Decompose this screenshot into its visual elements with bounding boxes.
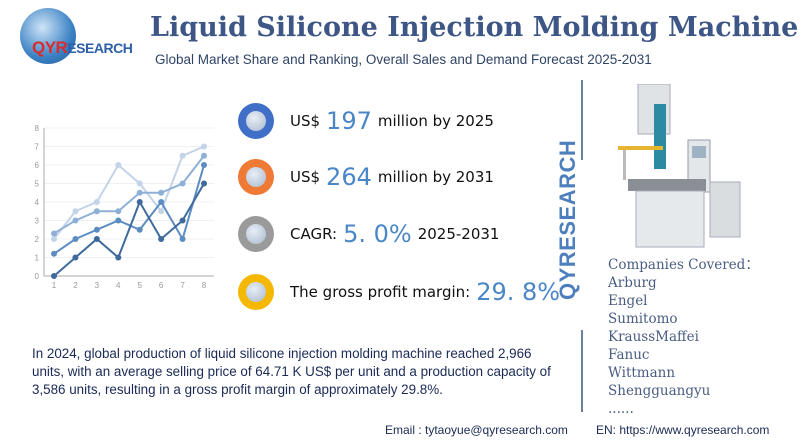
x-tick-label: 1	[52, 281, 57, 290]
data-point	[201, 143, 207, 150]
data-point	[51, 230, 57, 237]
series-line-1	[53, 145, 205, 240]
qyr-globe-icon	[238, 159, 274, 195]
data-point	[179, 217, 186, 224]
data-point	[115, 217, 122, 224]
stat-prefix: US$	[290, 168, 321, 186]
company-item: Shengguangyu	[608, 383, 711, 399]
data-point	[72, 217, 79, 224]
company-item: Fanuc	[608, 347, 650, 363]
data-point	[158, 199, 165, 205]
y-tick-label: 5	[35, 180, 40, 189]
data-point	[93, 236, 100, 242]
stat-cagr: CAGR: 5. 0% 2025-2031	[238, 214, 499, 254]
stat-value: 197	[326, 107, 372, 135]
data-point	[158, 208, 165, 215]
data-point	[179, 236, 186, 242]
stat-prefix: The gross profit margin:	[290, 283, 471, 301]
data-point	[158, 189, 165, 196]
qyr-globe-icon	[238, 103, 274, 139]
stat-value: 29. 8%	[476, 278, 561, 306]
x-tick-label: 8	[202, 281, 207, 290]
stat-prefix: CAGR:	[290, 225, 338, 243]
y-tick-label: 8	[35, 124, 40, 133]
qyr-globe-icon	[238, 216, 274, 252]
qyresearch-logo: QYRESEARCH	[14, 8, 144, 68]
stat-suffix: million by 2025	[377, 112, 494, 130]
y-tick-label: 6	[35, 161, 40, 170]
company-item: ......	[608, 401, 634, 417]
stat-gross-margin: The gross profit margin: 29. 8%	[238, 272, 566, 312]
series-line-4	[53, 182, 205, 277]
divider	[581, 80, 583, 160]
page-title: Liquid Silicone Injection Molding Machin…	[150, 12, 799, 43]
stat-value: 5. 0%	[343, 220, 412, 248]
divider	[581, 330, 583, 412]
company-item: Engel	[608, 293, 648, 309]
data-point	[51, 250, 57, 257]
footer-email[interactable]: Email : tytaoyue@qyresearch.com	[385, 423, 568, 437]
x-tick-label: 5	[137, 281, 142, 290]
x-tick-label: 4	[116, 281, 121, 290]
x-tick-label: 6	[159, 281, 164, 290]
data-point	[179, 152, 186, 159]
logo-text: QYRESEARCH	[32, 38, 133, 57]
x-tick-label: 2	[73, 281, 78, 290]
data-point	[136, 199, 143, 205]
company-item: KraussMaffei	[608, 329, 699, 345]
series-line-3	[53, 164, 205, 255]
data-point	[136, 226, 143, 233]
data-point	[115, 162, 122, 168]
globe-icon	[20, 8, 76, 64]
stat-value: 264	[326, 163, 372, 191]
data-point	[72, 254, 79, 261]
stat-suffix: million by 2031	[377, 168, 494, 186]
stat-prefix: US$	[290, 112, 321, 130]
data-point	[51, 236, 57, 242]
qyr-globe-icon	[238, 274, 274, 310]
x-tick-label: 7	[180, 281, 185, 290]
data-point	[93, 199, 100, 205]
y-tick-label: 1	[35, 254, 40, 263]
stat-market-2025: US$ 197 million by 2025	[238, 101, 494, 141]
stat-market-2031: US$ 264 million by 2031	[238, 157, 494, 197]
company-item: Wittmann	[608, 365, 676, 381]
data-point	[93, 208, 100, 215]
footer-website[interactable]: EN: https://www.qyresearch.com	[596, 423, 770, 437]
company-item: Sumitomo	[608, 311, 678, 327]
data-point	[201, 152, 207, 159]
data-point	[72, 236, 79, 242]
stat-suffix: 2025-2031	[417, 225, 500, 243]
companies-list: Companies Covered： Arburg Engel Sumitomo…	[608, 256, 759, 418]
y-tick-label: 0	[35, 272, 40, 281]
data-point	[93, 226, 100, 233]
data-point	[51, 273, 57, 279]
y-tick-label: 7	[35, 143, 40, 152]
page-subtitle: Global Market Share and Ranking, Overall…	[155, 52, 652, 67]
description-paragraph: In 2024, global production of liquid sil…	[32, 346, 551, 397]
data-point	[136, 189, 143, 196]
y-tick-label: 4	[35, 198, 40, 207]
data-point	[179, 180, 186, 187]
data-point	[201, 180, 207, 187]
series-line-2	[53, 155, 205, 235]
data-point	[115, 254, 122, 261]
vertical-logo: QYRESEARCH	[555, 139, 580, 300]
data-point	[115, 208, 122, 215]
data-point	[72, 208, 79, 215]
machine-image	[618, 84, 741, 248]
companies-label: Companies Covered：	[608, 257, 759, 273]
x-tick-label: 3	[95, 281, 100, 290]
y-tick-label: 2	[35, 235, 40, 244]
data-point	[136, 180, 143, 187]
company-item: Arburg	[608, 275, 657, 291]
data-point	[201, 162, 207, 168]
data-point	[158, 236, 165, 242]
y-tick-label: 3	[35, 217, 40, 226]
decorative-line-chart: 0 1 2 3 4 5 6 7 8 1 2 3 4 5 6 7 8	[35, 124, 214, 290]
